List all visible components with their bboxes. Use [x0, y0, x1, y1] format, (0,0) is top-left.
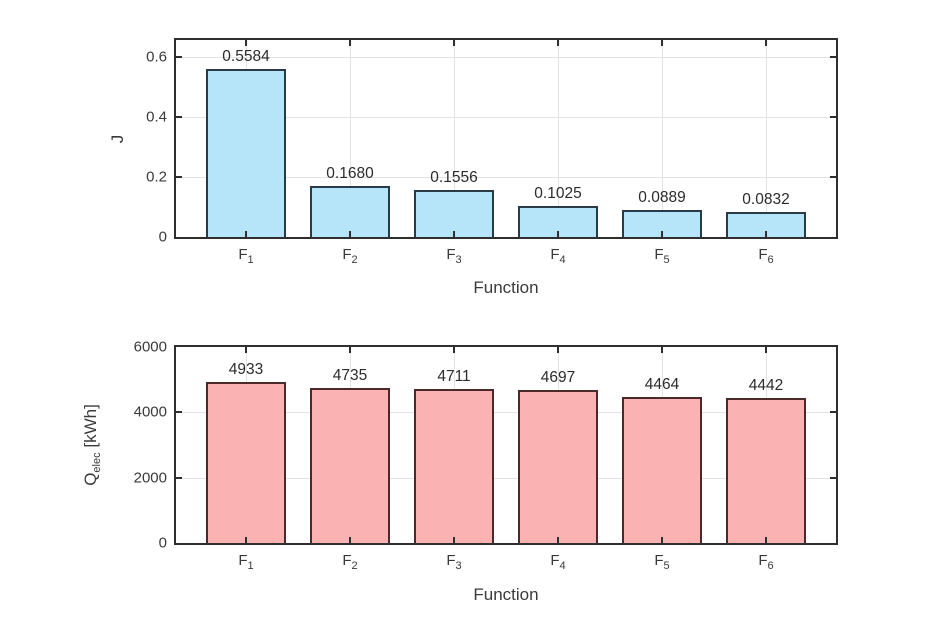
bar-value-label: 4711	[437, 368, 471, 386]
bar-F1	[206, 69, 286, 237]
bar-F6	[726, 397, 806, 543]
tick-mark	[830, 175, 836, 178]
tick-mark	[176, 175, 182, 178]
tick-mark	[557, 537, 559, 543]
tick-mark	[245, 537, 247, 543]
bar-value-label: 4697	[540, 368, 576, 386]
gridline	[349, 40, 351, 237]
y-axis-label-top: J	[108, 134, 127, 143]
tick-mark	[830, 476, 836, 479]
gridline	[176, 116, 836, 118]
gridline	[176, 176, 836, 178]
x-tick-label-F1: F1	[238, 552, 254, 572]
bar-value-label: 0.1025	[534, 185, 582, 203]
x-tick-label-F6: F6	[758, 552, 774, 572]
y-tick-label: 0	[158, 228, 167, 246]
bar-F3	[414, 389, 494, 543]
tick-mark	[661, 231, 663, 237]
tick-mark	[349, 347, 351, 353]
tick-mark	[453, 40, 455, 46]
x-tick-label-F5: F5	[654, 246, 670, 266]
tick-mark	[830, 411, 836, 414]
plot-area-top: J 0 0.2 0.4 0.6 0.5584 F1 0.1680 F2 0.1556 F3 0.10…	[108, 38, 838, 266]
tick-mark	[453, 347, 455, 353]
tick-mark	[245, 40, 247, 46]
tick-mark	[453, 537, 455, 543]
y-tick-label: 6000	[133, 338, 167, 356]
x-tick-label-F6: F6	[758, 246, 774, 266]
gridline	[765, 40, 767, 237]
plot-area-bottom: Qelec [kWh] 0 2000 4000 6000 4933 F1 4735 F2 471…	[81, 339, 838, 572]
x-tick-label-F5: F5	[654, 552, 670, 572]
tick-mark	[661, 347, 663, 353]
tick-mark	[176, 115, 182, 118]
bar-F2	[310, 186, 390, 237]
x-tick-label-F4: F4	[550, 246, 566, 266]
y-tick-label: 0	[158, 534, 167, 552]
x-tick-label-F1: F1	[238, 246, 254, 266]
x-axis-label-top: Function	[473, 278, 539, 297]
bar-value-label: 4442	[748, 376, 784, 394]
bar-F3	[414, 190, 494, 237]
bar-value-label: 4735	[332, 367, 368, 385]
tick-mark	[349, 231, 351, 237]
bar-value-label: 0.5584	[222, 48, 270, 66]
x-tick-label-F2: F2	[342, 552, 358, 572]
y-tick-label: 0.4	[146, 108, 167, 126]
tick-mark	[765, 231, 767, 237]
tick-mark	[830, 115, 836, 118]
gridline	[176, 56, 836, 58]
tick-mark	[176, 411, 182, 414]
tick-mark	[176, 55, 182, 58]
gridline	[176, 412, 836, 414]
x-tick-label-F3: F3	[446, 246, 462, 266]
y-axis-label-bottom: Qelec [kWh]	[80, 404, 104, 486]
tick-mark	[661, 40, 663, 46]
x-tick-label-F2: F2	[342, 246, 358, 266]
bar-value-label: 0.1680	[326, 165, 374, 183]
tick-mark	[349, 537, 351, 543]
tick-mark	[557, 231, 559, 237]
tick-mark	[557, 40, 559, 46]
bar-F1	[206, 381, 286, 543]
tick-mark	[349, 40, 351, 46]
tick-mark	[245, 231, 247, 237]
tick-mark	[557, 347, 559, 353]
y-tick-label: 4000	[133, 403, 167, 421]
tick-mark	[765, 347, 767, 353]
tick-mark	[245, 347, 247, 353]
bar-chart-objective-J: J 0 0.2 0.4 0.6 0.5584 F1 0.1680 F2 0.1556 F3 0.10…	[108, 38, 838, 297]
gridline	[176, 477, 836, 479]
bar-F2	[310, 388, 390, 543]
bar-value-label: 4933	[228, 360, 264, 378]
bar-value-label: 0.1556	[430, 169, 478, 187]
tick-mark	[765, 40, 767, 46]
y-tick-label: 2000	[133, 469, 167, 487]
gridline	[557, 40, 559, 237]
x-tick-label-F4: F4	[550, 552, 566, 572]
bar-value-label: 4464	[644, 376, 680, 394]
tick-mark	[830, 55, 836, 58]
x-tick-label-F3: F3	[446, 552, 462, 572]
y-tick-label: 0.6	[146, 48, 167, 66]
gridline	[453, 40, 455, 237]
tick-mark	[765, 537, 767, 543]
tick-mark	[176, 476, 182, 479]
bar-value-label: 0.0889	[638, 189, 686, 207]
bar-chart-electric-energy: Qelec [kWh] 0 2000 4000 6000 4933 F1 4735 F2 471…	[0, 307, 945, 622]
y-tick-label: 0.2	[146, 168, 167, 186]
gridline	[661, 40, 663, 237]
tick-mark	[453, 231, 455, 237]
bar-F5	[622, 397, 702, 543]
bar-F4	[518, 389, 598, 543]
bar-value-label: 0.0832	[742, 190, 790, 208]
tick-mark	[661, 537, 663, 543]
x-axis-label-bottom: Function	[473, 585, 539, 604]
